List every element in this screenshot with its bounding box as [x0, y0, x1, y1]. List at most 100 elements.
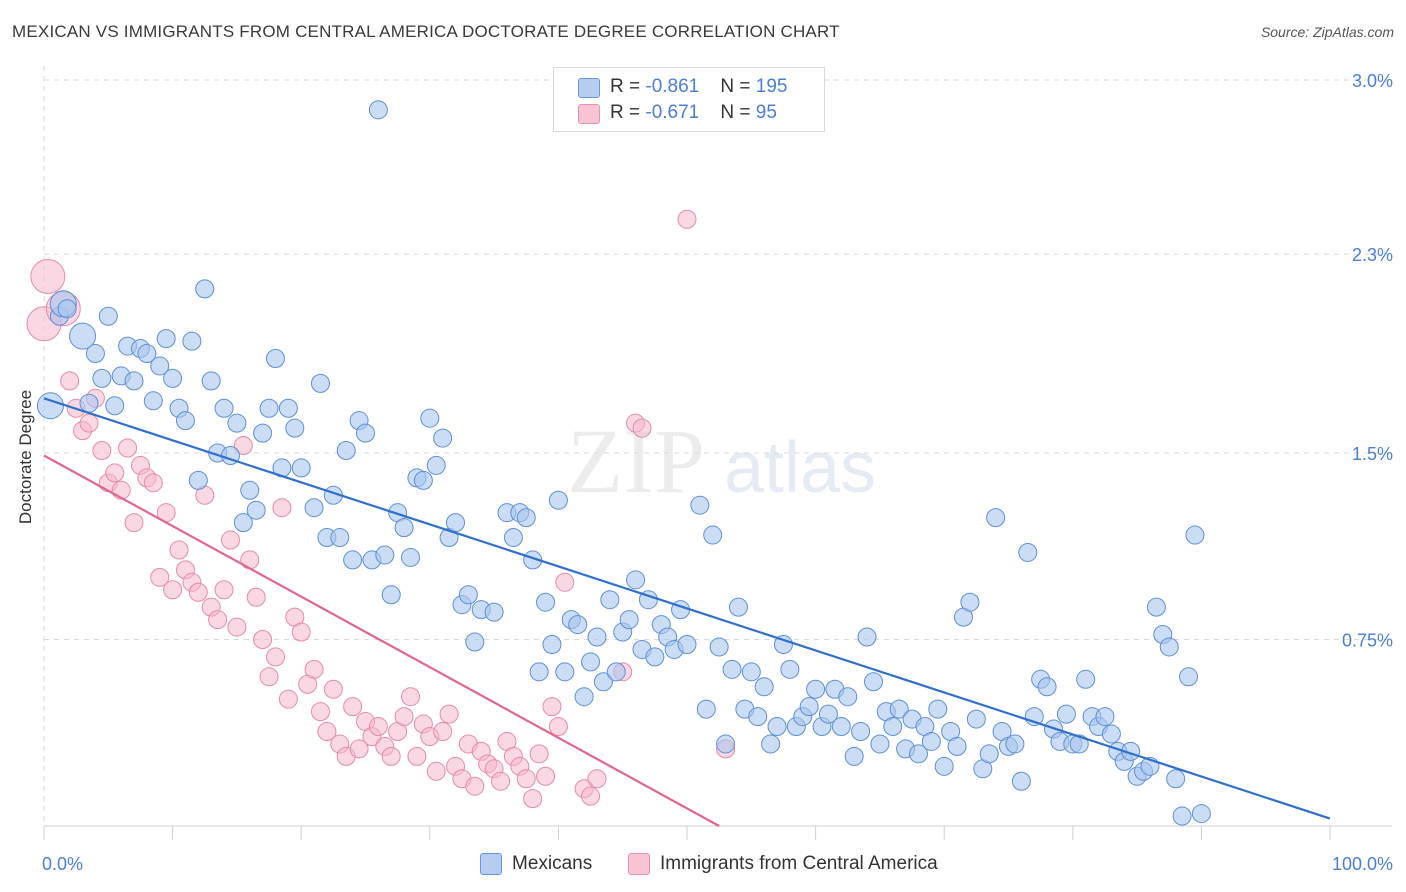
data-point-mexicans: [1011, 771, 1031, 791]
data-point-mexicans: [773, 634, 793, 654]
y-tick-label: 0.75%: [1342, 631, 1393, 651]
y-tick-label: 2.3%: [1352, 245, 1393, 265]
data-point-mexicans: [690, 495, 710, 515]
data-point-mexicans: [851, 722, 871, 742]
r-label: R =: [610, 76, 646, 97]
data-point-mexicans: [458, 585, 478, 605]
data-point-mexicans: [581, 652, 601, 672]
n-label: N =: [720, 102, 756, 123]
data-point-mexicans: [465, 632, 485, 652]
data-point-mexicans: [368, 100, 388, 120]
data-point-central-america: [536, 766, 556, 786]
data-point-central-america: [349, 739, 369, 759]
data-point-mexicans: [716, 734, 736, 754]
series-mexicans: [36, 100, 1211, 826]
data-point-central-america: [143, 473, 163, 493]
legend-swatch-central-america: [578, 104, 600, 124]
data-point-central-america: [465, 776, 485, 796]
data-point-mexicans: [413, 470, 433, 490]
data-point-mexicans: [246, 500, 266, 520]
data-point-mexicans: [568, 615, 588, 635]
data-point-mexicans: [381, 585, 401, 605]
data-point-mexicans: [883, 717, 903, 737]
data-point-mexicans: [98, 306, 118, 326]
data-point-mexicans: [889, 699, 909, 719]
data-point-mexicans: [960, 592, 980, 612]
data-point-central-america: [188, 582, 208, 602]
data-point-central-america: [394, 707, 414, 727]
data-point-mexicans: [484, 602, 504, 622]
data-point-mexicans: [1037, 677, 1057, 697]
data-point-mexicans: [1076, 669, 1096, 689]
data-point-central-america: [291, 622, 311, 642]
data-point-mexicans: [838, 687, 858, 707]
data-point-mexicans: [728, 597, 748, 617]
data-point-mexicans: [79, 393, 99, 413]
data-point-mexicans: [195, 279, 215, 299]
watermark: ZIP atlas: [567, 410, 876, 512]
data-point-mexicans: [188, 470, 208, 490]
data-point-central-america: [246, 587, 266, 607]
data-point-central-america: [265, 647, 285, 667]
data-point-mexicans: [722, 659, 742, 679]
data-point-mexicans: [253, 423, 273, 443]
y-tick-label: 1.5%: [1352, 444, 1393, 464]
data-point-mexicans: [278, 398, 298, 418]
data-point-mexicans: [420, 408, 440, 428]
data-point-mexicans: [156, 329, 176, 349]
data-point-central-america: [105, 463, 125, 483]
data-point-mexicans: [806, 679, 826, 699]
data-point-central-america: [310, 702, 330, 722]
data-point-central-america: [529, 744, 549, 764]
data-point-mexicans: [709, 637, 729, 657]
data-point-central-america: [548, 717, 568, 737]
data-point-mexicans: [1018, 542, 1038, 562]
data-point-mexicans: [182, 331, 202, 351]
data-point-mexicans: [748, 707, 768, 727]
data-point-central-america: [439, 704, 459, 724]
data-point-mexicans: [799, 697, 819, 717]
data-point-central-america: [542, 697, 562, 717]
data-point-mexicans: [516, 508, 536, 528]
data-point-mexicans: [214, 398, 234, 418]
trend-line-mexicans: [43, 397, 1331, 820]
data-point-central-america: [233, 436, 253, 456]
data-point-mexicans: [928, 699, 948, 719]
data-point-mexicans: [1056, 704, 1076, 724]
data-point-mexicans: [761, 734, 781, 754]
data-point-mexicans: [124, 371, 144, 391]
data-point-mexicans: [1172, 806, 1192, 826]
data-point-mexicans: [1095, 707, 1115, 727]
data-point-mexicans: [703, 525, 723, 545]
data-point-mexicans: [979, 744, 999, 764]
data-point-central-america: [587, 769, 607, 789]
data-point-mexicans: [69, 322, 97, 350]
data-point-central-america: [433, 722, 453, 742]
data-point-mexicans: [336, 441, 356, 461]
correlation-legend: R = -0.861 N = 195 R = -0.671 N = 95: [553, 67, 825, 132]
r-value-mexicans: -0.861: [645, 76, 700, 97]
data-point-mexicans: [343, 550, 363, 570]
n-label: N =: [720, 76, 756, 97]
data-point-mexicans: [754, 677, 774, 697]
data-point-mexicans: [426, 455, 446, 475]
data-point-central-america: [516, 769, 536, 789]
data-point-central-america: [272, 498, 292, 518]
data-point-mexicans: [947, 736, 967, 756]
data-point-mexicans: [600, 590, 620, 610]
y-axis-label: Doctorate Degree: [16, 390, 35, 524]
data-point-mexicans: [1101, 724, 1121, 744]
data-point-mexicans: [150, 356, 170, 376]
data-point-mexicans: [227, 413, 247, 433]
data-point-mexicans: [645, 647, 665, 667]
data-point-central-america: [677, 209, 697, 229]
data-point-central-america: [401, 687, 421, 707]
data-point-central-america: [632, 418, 652, 438]
data-point-central-america: [253, 630, 273, 649]
data-point-mexicans: [433, 428, 453, 448]
data-point-mexicans: [394, 518, 414, 538]
data-point-central-america: [381, 746, 401, 766]
x-tick-label-end: 100.0%: [1332, 854, 1393, 874]
data-point-mexicans: [36, 392, 64, 420]
y-tick-label: 3.0%: [1352, 71, 1393, 91]
